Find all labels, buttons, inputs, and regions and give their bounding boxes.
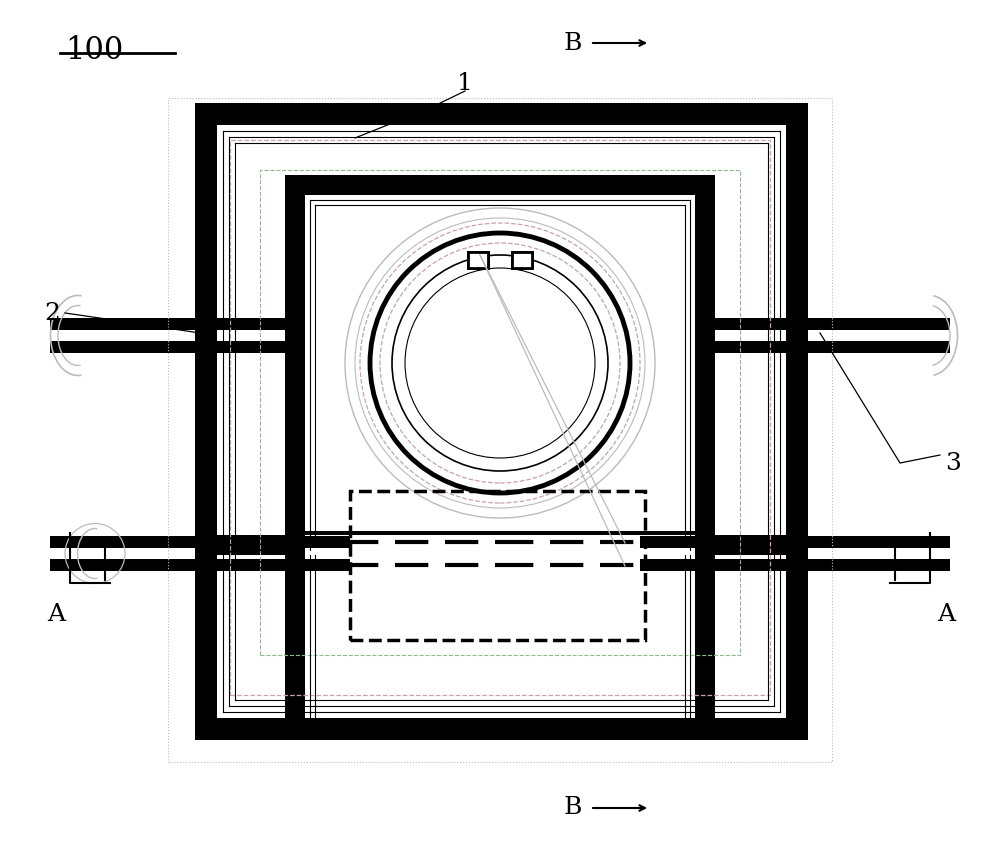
- Bar: [350, 491, 645, 640]
- Bar: [285, 175, 305, 555]
- Bar: [195, 103, 808, 125]
- Text: A: A: [47, 603, 65, 626]
- Bar: [50, 536, 350, 548]
- Bar: [468, 252, 488, 268]
- Bar: [468, 252, 488, 268]
- Bar: [512, 252, 532, 268]
- Bar: [512, 252, 532, 268]
- Bar: [168, 98, 832, 762]
- Bar: [695, 353, 715, 576]
- Bar: [230, 140, 770, 695]
- Bar: [217, 535, 285, 555]
- Bar: [285, 175, 715, 195]
- Bar: [195, 103, 217, 740]
- Bar: [285, 555, 305, 718]
- Bar: [786, 103, 808, 740]
- Bar: [50, 559, 350, 571]
- Text: 1: 1: [457, 72, 473, 94]
- Bar: [715, 341, 950, 353]
- Bar: [512, 252, 532, 268]
- Bar: [285, 353, 305, 576]
- Text: 2: 2: [44, 302, 60, 325]
- Text: 3: 3: [945, 452, 961, 475]
- Bar: [715, 318, 950, 330]
- Bar: [285, 531, 715, 535]
- Bar: [640, 559, 950, 571]
- Bar: [695, 175, 715, 555]
- Bar: [195, 718, 808, 740]
- Bar: [715, 535, 786, 555]
- Text: B: B: [564, 797, 582, 819]
- Bar: [640, 536, 950, 548]
- Text: 100: 100: [65, 35, 123, 66]
- Text: A: A: [937, 603, 955, 626]
- Bar: [468, 252, 488, 268]
- Bar: [50, 341, 285, 353]
- Bar: [260, 170, 740, 655]
- Bar: [50, 318, 285, 330]
- Bar: [695, 555, 715, 718]
- Text: B: B: [564, 31, 582, 55]
